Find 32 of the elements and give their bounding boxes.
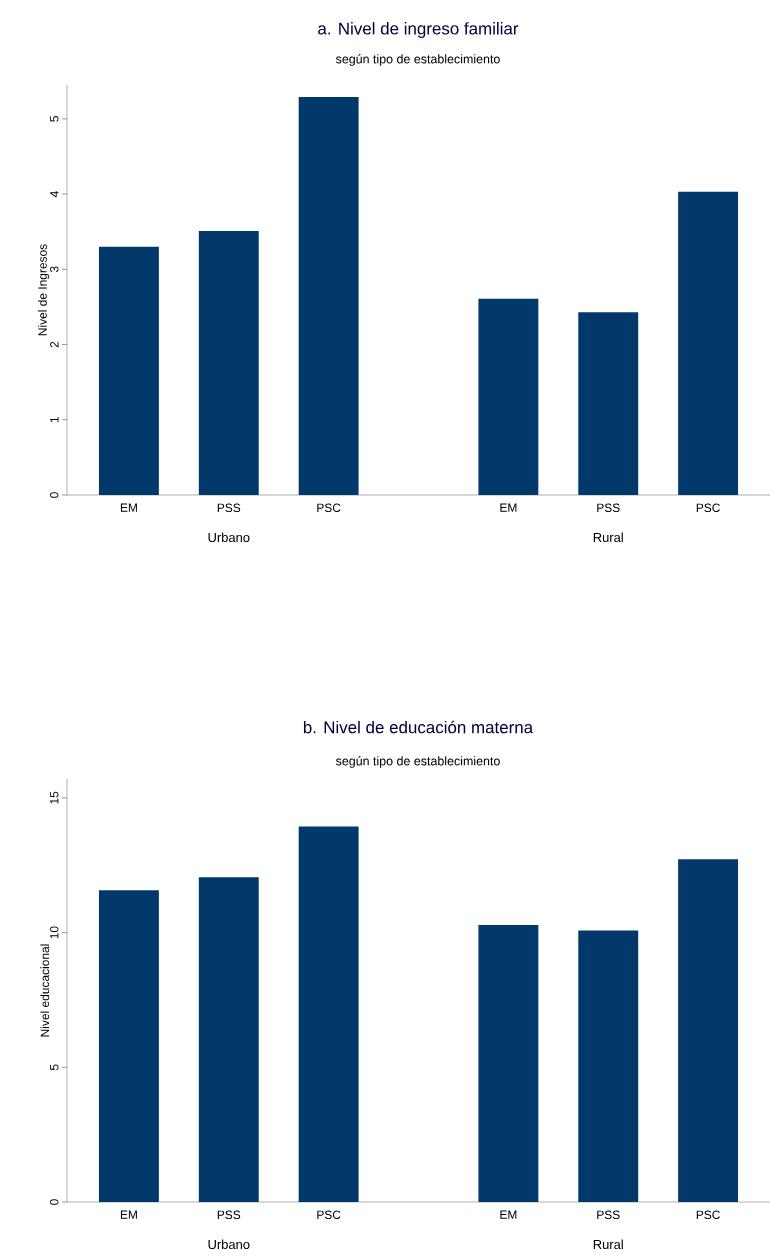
x-tick-label: PSC (317, 503, 341, 512)
x-tick-label: EM (500, 1210, 517, 1219)
y-tick-label: 5 (50, 116, 59, 122)
y-axis-title: Nivel educacional (40, 944, 50, 1037)
text: Urbano (208, 532, 250, 543)
x-tick-label: PSC (317, 1210, 341, 1219)
chart-title: b. Nivel de educación materna (303, 720, 534, 734)
x-tick-label: EM (120, 503, 137, 512)
x-tick-label: EM (500, 503, 517, 512)
y-axis-title: Nivel de Ingresos (38, 244, 50, 336)
x-tick-label: PSS (217, 1210, 241, 1219)
y-tick-label: 4 (50, 191, 59, 198)
y-tick-label: 3 (50, 266, 59, 273)
y-tick-label: 2 (50, 341, 59, 348)
x-tick-label: PSS (597, 1210, 620, 1219)
text: Urbano (208, 1239, 250, 1250)
chart-title: a. Nivel de ingreso familiar (318, 22, 519, 38)
chart-subtitle: según tipo de establecimiento (335, 54, 500, 66)
x-tick-label: PSS (217, 503, 241, 512)
y-tick-label: 0 (50, 492, 59, 498)
x-tick-label: EM (120, 1210, 137, 1219)
y-tick-label: 10 (50, 926, 59, 939)
y-tick-label: 0 (50, 1199, 59, 1205)
x-tick-label: PSS (597, 503, 620, 512)
chart-subtitle: según tipo de establecimiento (335, 756, 500, 768)
y-tick-label: 5 (50, 1064, 59, 1071)
text: Rural (593, 1239, 623, 1250)
x-tick-label: PSC (696, 1210, 720, 1219)
text: Rural (593, 532, 623, 543)
y-tick-label: 15 (50, 791, 59, 804)
x-tick-label: PSC (696, 503, 720, 512)
y-tick-label: 1 (50, 417, 59, 423)
